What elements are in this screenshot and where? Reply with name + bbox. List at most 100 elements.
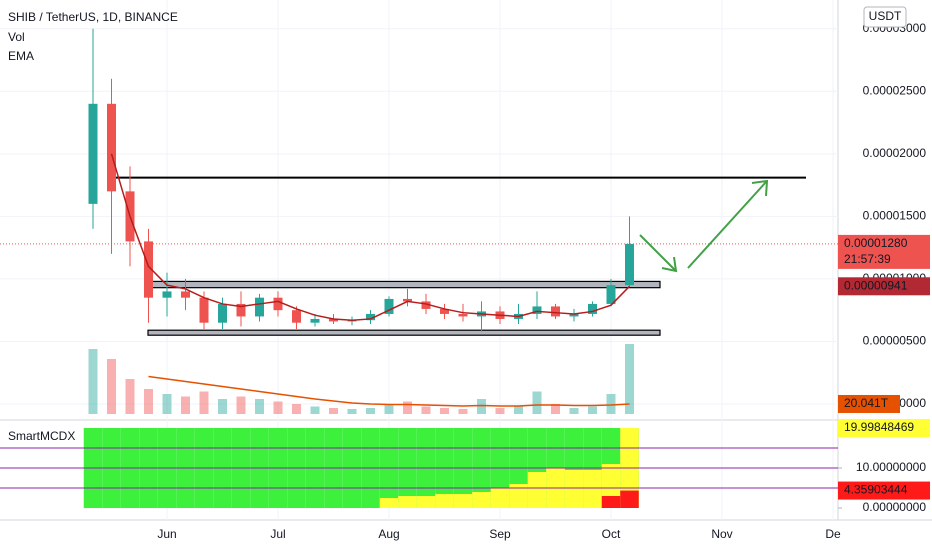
legend-ema: EMA	[8, 49, 34, 63]
mcdx-bar	[435, 494, 454, 508]
candle-body	[458, 313, 468, 317]
volume-bar	[329, 408, 338, 414]
volume-bar	[403, 401, 412, 414]
mcdx-bar	[564, 470, 584, 508]
vol-tag-bg	[838, 394, 900, 413]
y-tick-label: 0.00001500	[863, 209, 927, 223]
volume-bar	[366, 408, 375, 414]
ema-tag-bg	[838, 277, 930, 296]
volume-bar	[625, 344, 634, 414]
candle-body	[588, 303, 597, 314]
y-tick-label: 0.00000000	[863, 500, 927, 514]
candle-body	[606, 285, 616, 304]
volume-bar	[255, 399, 264, 414]
mcdx-bar	[416, 496, 436, 508]
volume-bar	[440, 408, 449, 414]
candle-body	[329, 318, 338, 322]
candle-body	[421, 301, 431, 309]
vol-tag: 20.041T	[844, 396, 889, 410]
volume-bar	[421, 406, 431, 414]
volume-bar	[477, 399, 486, 414]
volume-bar	[569, 408, 579, 414]
candle-body	[144, 241, 153, 298]
mcdx-bar	[472, 492, 491, 508]
x-tick-label: Jun	[157, 527, 176, 541]
mcdx-tag-bg	[838, 419, 930, 438]
projection-arrows	[639, 179, 769, 273]
candle-body	[532, 306, 542, 314]
candle-body	[255, 297, 264, 317]
last-price-tag: 0.00001280	[844, 236, 908, 250]
chart-title: SHIB / TetherUS, 1D, BINANCE	[8, 10, 178, 24]
volume-bar	[107, 359, 116, 414]
currency-label[interactable]: USDT	[869, 9, 902, 23]
ema-tag: 0.00000941	[844, 278, 908, 292]
candle-body	[218, 303, 227, 323]
volume-bar	[236, 396, 246, 414]
mcdx-bar	[583, 470, 602, 508]
candle-body	[551, 306, 560, 317]
candle-body	[236, 303, 246, 317]
mcdx-bar	[453, 494, 473, 508]
support-zone	[147, 280, 661, 289]
volume-bar	[292, 404, 301, 414]
volume-bar	[144, 389, 153, 414]
candle-body	[292, 310, 301, 323]
mcdx-tag-bg	[838, 481, 930, 500]
ema-line	[110, 153, 631, 321]
legend-vol: Vol	[8, 30, 25, 44]
currency-button[interactable]	[863, 6, 907, 28]
candle-body	[162, 291, 172, 298]
support-zone	[147, 329, 661, 336]
candle-body	[625, 243, 634, 286]
x-tick-label: Aug	[378, 527, 399, 541]
candle-body	[88, 103, 98, 204]
mcdx-bar	[379, 498, 399, 508]
mcdx-bar	[620, 490, 639, 508]
volume-bar	[606, 394, 616, 414]
candle-body	[366, 313, 375, 321]
x-tick-label: Jul	[270, 527, 285, 541]
y-tick-label: 10.00000000	[856, 460, 926, 474]
y-tick-label: 0.00002500	[863, 83, 927, 97]
price-tag-bg	[838, 234, 930, 269]
volume-bar	[199, 391, 209, 414]
volume-bar	[273, 401, 283, 414]
volume-bar	[458, 409, 468, 414]
volume-bar	[181, 396, 190, 414]
mcdx-bar	[601, 496, 621, 508]
volume-ema-line	[148, 375, 630, 407]
volume-bar	[218, 399, 227, 414]
mcdx-bar	[509, 484, 528, 508]
y-tick-label: 0.00002000	[863, 146, 927, 160]
volume-bar	[588, 406, 597, 414]
candle-body	[181, 291, 190, 298]
volume-bar	[532, 391, 542, 414]
x-tick-label: Oct	[602, 527, 621, 541]
x-tick-label: De	[825, 527, 841, 541]
x-tick-label: Sep	[489, 527, 511, 541]
x-tick-label: Nov	[711, 527, 732, 541]
mcdx-bar	[527, 472, 547, 508]
indicator-name: SmartMCDX	[8, 429, 75, 443]
volume-bar	[125, 379, 135, 414]
candle-body	[384, 298, 394, 314]
candle-body	[310, 318, 320, 323]
mcdx-tag: 19.99848469	[844, 420, 914, 434]
mcdx-tag: 4.35903444	[844, 483, 908, 497]
candle-body	[273, 297, 283, 311]
volume-bar	[551, 404, 560, 414]
candle-body	[107, 103, 116, 192]
volume-bar	[495, 408, 505, 414]
volume-bar	[384, 404, 394, 414]
mcdx-bar	[398, 496, 417, 508]
y-tick-label: 0.00000500	[863, 334, 927, 348]
candle-body	[199, 297, 209, 323]
candle-body	[569, 313, 579, 317]
mcdx-bar	[490, 488, 510, 508]
candle-body	[403, 298, 412, 302]
volume-bar	[514, 406, 523, 414]
volume-bar	[310, 406, 320, 414]
